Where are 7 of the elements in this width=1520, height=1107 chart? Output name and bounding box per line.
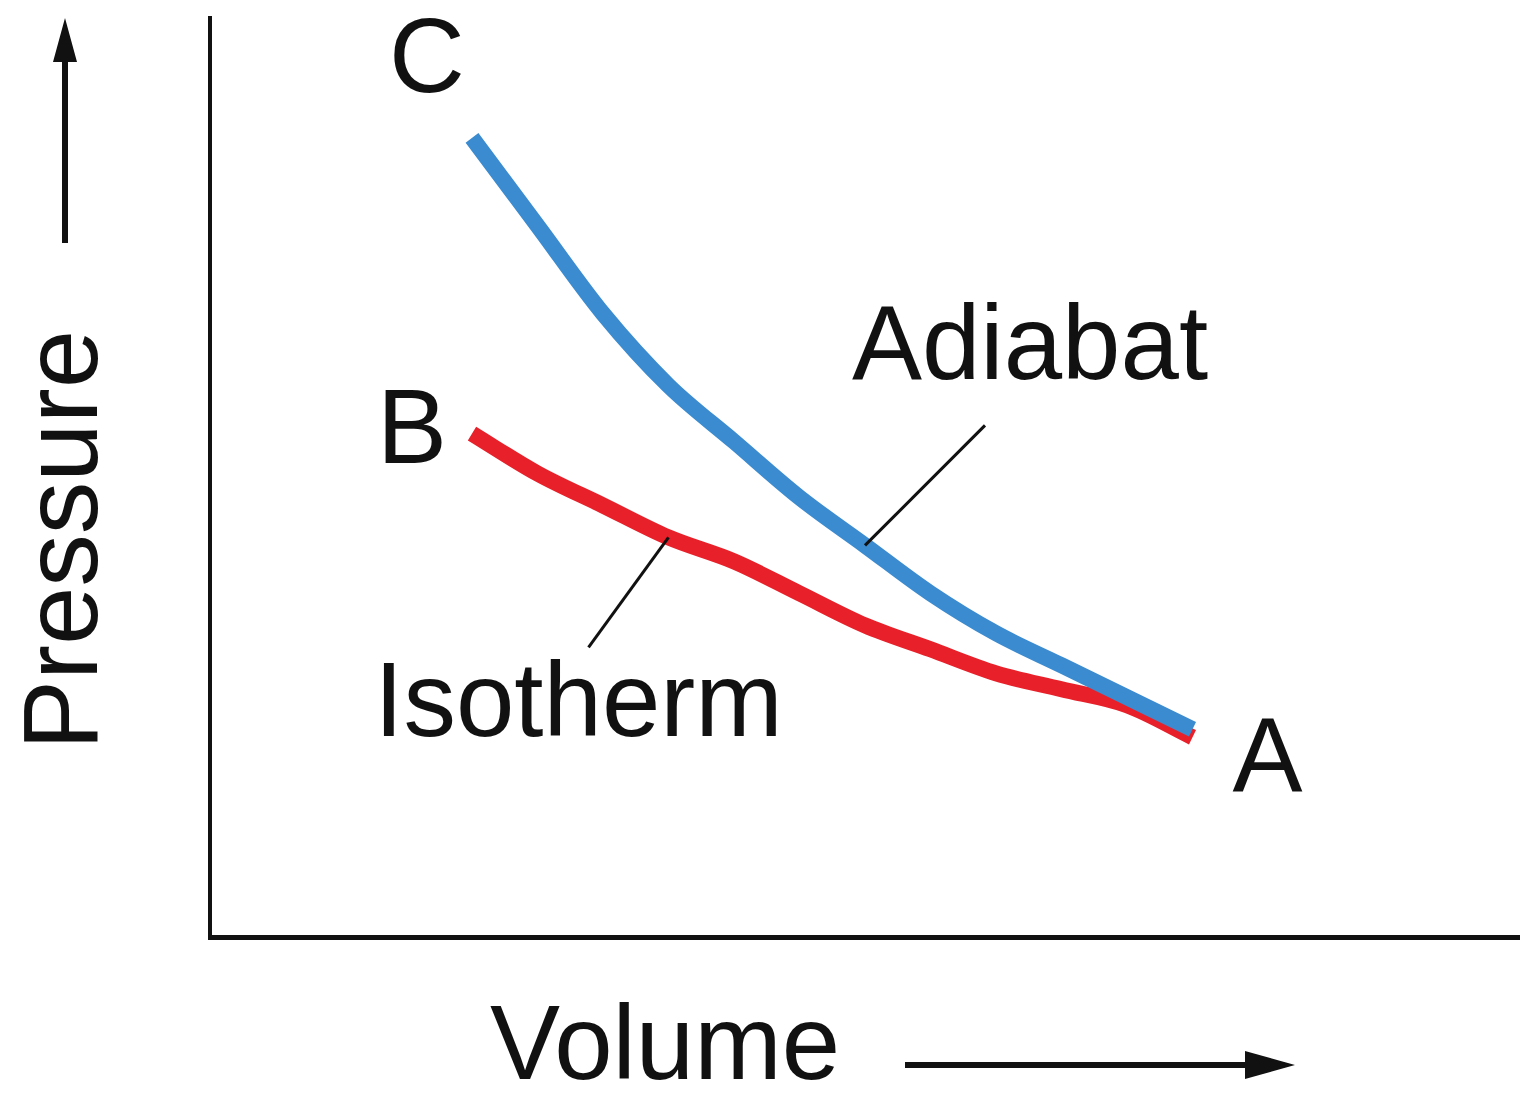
annotation: B xyxy=(376,367,448,485)
text: C xyxy=(389,0,465,114)
series-label: Isotherm xyxy=(374,641,783,759)
annotation: A xyxy=(1232,696,1303,814)
x-axis-title: Volume xyxy=(489,983,841,1101)
y-axis-title: Pressure xyxy=(1,329,119,751)
series-label: Adiabat xyxy=(851,284,1209,402)
